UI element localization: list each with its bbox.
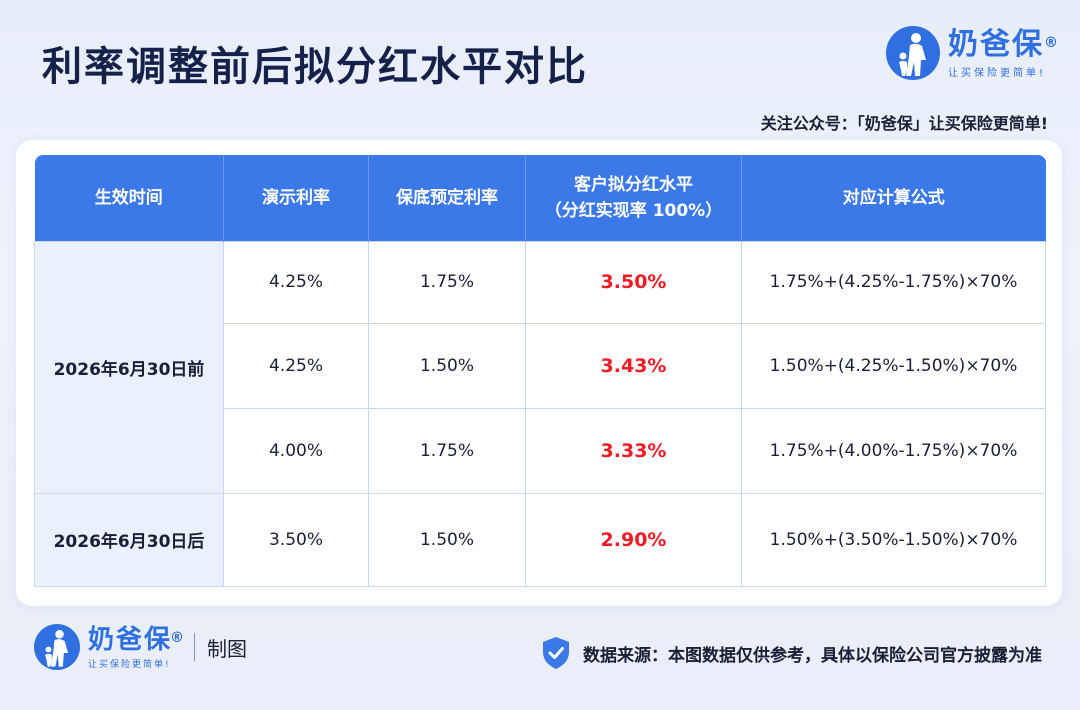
period-cell: 2026年6月30日前 [34, 240, 224, 494]
parent-child-logo-icon [34, 624, 80, 670]
brand-name: 奶爸保 ® [947, 26, 1060, 62]
data-source: 数据来源：本图数据仅供参考，具体以保险公司官方披露为准 [541, 636, 1042, 670]
demo-rate-cell: 4.00% [223, 407, 369, 494]
table-row: 2026年6月30日后 3.50% 1.50% 2.90% 1.50%+(3.5… [34, 492, 1046, 587]
parent-child-logo-icon [885, 26, 940, 80]
base-rate-cell: 1.50% [368, 492, 526, 587]
table-row: 4.25% 1.50% 3.43% 1.50%+(4.25%-1.50%)×70… [35, 322, 1046, 409]
header-formula: 对应计算公式 [741, 155, 1046, 241]
demo-rate-cell: 3.50% [223, 492, 369, 587]
brand-name: 奶爸保 ® [88, 624, 187, 655]
table-row: 4.00% 1.75% 3.33% 1.75%+(4.00%-1.75%)×70… [35, 407, 1046, 494]
base-rate-cell: 1.75% [368, 240, 526, 324]
header-effective-time: 生效时间 [34, 155, 224, 241]
table-header-row: 生效时间 演示利率 保底预定利率 客户拟分红水平 （分红实现率 100%） 对应计… [34, 155, 1046, 241]
header-base-rate: 保底预定利率 [368, 155, 526, 241]
header-dividend-level: 客户拟分红水平 （分红实现率 100%） [525, 155, 742, 241]
brand-logo-footer: 奶爸保 ® 让买保险更简单! 制图 [34, 624, 247, 670]
dividend-cell: 3.43% [525, 322, 742, 409]
base-rate-cell: 1.75% [368, 407, 526, 494]
divider [194, 633, 196, 661]
comparison-table: 生效时间 演示利率 保底预定利率 客户拟分红水平 （分红实现率 100%） 对应计… [34, 155, 1046, 587]
formula-cell: 1.50%+(3.50%-1.50%)×70% [741, 492, 1046, 587]
dividend-cell: 3.50% [525, 240, 742, 324]
header-demo-rate: 演示利率 [223, 155, 369, 241]
shield-check-icon [543, 637, 569, 669]
demo-rate-cell: 4.25% [223, 322, 369, 409]
dividend-cell: 2.90% [525, 492, 742, 587]
data-source-text: 数据来源：本图数据仅供参考，具体以保险公司官方披露为准 [583, 645, 1042, 666]
brand-slogan: 让买保险更简单! [947, 67, 1046, 79]
formula-cell: 1.50%+(4.25%-1.50%)×70% [741, 322, 1046, 409]
formula-cell: 1.75%+(4.00%-1.75%)×70% [741, 407, 1046, 494]
brand-slogan: 让买保险更简单! [88, 659, 171, 670]
demo-rate-cell: 4.25% [223, 240, 369, 324]
base-rate-cell: 1.50% [368, 322, 526, 409]
follow-text: 关注公众号：「奶爸保」让买保险更简单! [760, 114, 1048, 133]
period-cell: 2026年6月30日后 [34, 492, 224, 587]
brand-logo-top: 奶爸保 ® 让买保险更简单! [885, 26, 1060, 80]
page-title: 利率调整前后拟分红水平对比 [42, 44, 588, 90]
table-card: 生效时间 演示利率 保底预定利率 客户拟分红水平 （分红实现率 100%） 对应计… [16, 140, 1062, 606]
table-row: 2026年6月30日前 4.25% 1.75% 3.50% 1.75%+(4.2… [34, 240, 1046, 494]
formula-cell: 1.75%+(4.25%-1.75%)×70% [741, 240, 1046, 324]
made-by-label: 制图 [207, 636, 248, 661]
dividend-cell: 3.33% [525, 407, 742, 494]
